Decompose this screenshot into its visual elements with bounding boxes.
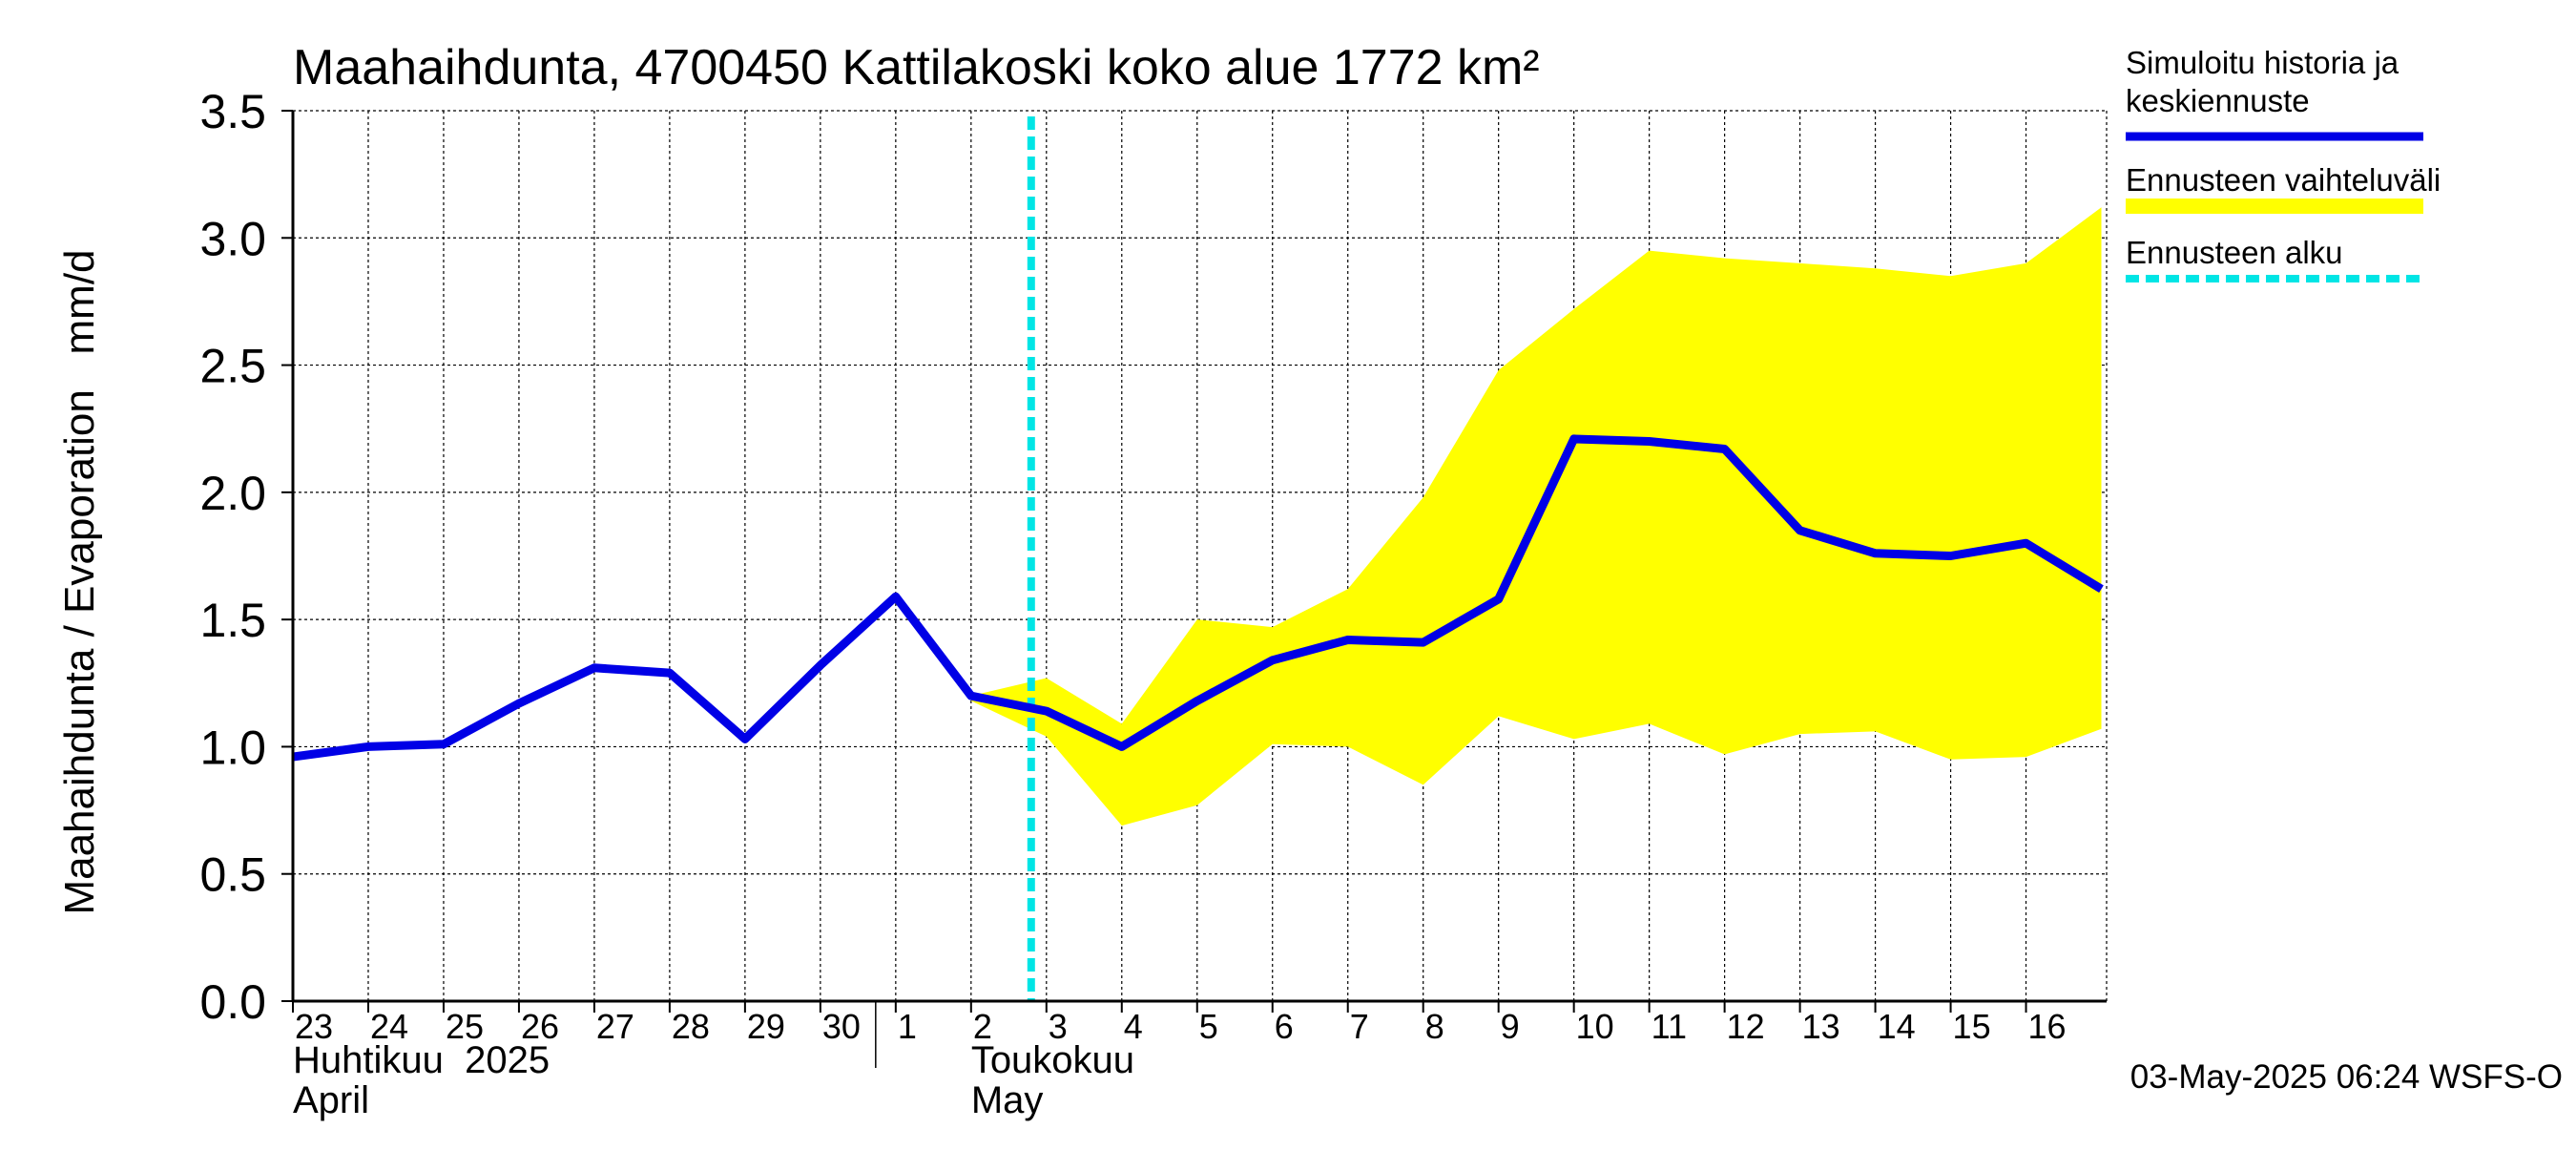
x-tick-label: 30 (822, 1007, 861, 1046)
x-tick-label: 6 (1275, 1007, 1294, 1046)
x-tick-label: 15 (1953, 1007, 1991, 1046)
x-tick-label: 9 (1501, 1007, 1520, 1046)
y-tick-label: 0.5 (199, 848, 266, 902)
x-tick-label: 10 (1576, 1007, 1614, 1046)
x-tick-label: 29 (747, 1007, 785, 1046)
x-tick-label: 8 (1425, 1007, 1444, 1046)
legend-label: Simuloitu historia ja (2126, 45, 2399, 80)
y-tick-label: 2.0 (199, 467, 266, 520)
x-tick-label: 1 (898, 1007, 917, 1046)
month-label-fi: Toukokuu (971, 1039, 1134, 1081)
y-tick-label: 1.0 (199, 721, 266, 774)
x-tick-label: 12 (1727, 1007, 1765, 1046)
y-tick-label: 1.5 (199, 594, 266, 647)
legend-label: keskiennuste (2126, 83, 2310, 118)
y-tick-label: 2.5 (199, 340, 266, 393)
legend-label: Ennusteen vaihteluväli (2126, 162, 2441, 198)
y-axis-label: Maahaihdunta / Evaporation mm/d (56, 249, 103, 914)
x-tick-label: 16 (2028, 1007, 2067, 1046)
legend-label: Ennusteen alku (2126, 235, 2343, 270)
chart-title: Maahaihdunta, 4700450 Kattilakoski koko … (293, 40, 1540, 95)
y-tick-label: 3.0 (199, 212, 266, 265)
x-tick-label: 7 (1350, 1007, 1369, 1046)
month-label-fi: Huhtikuu 2025 (293, 1039, 550, 1081)
month-label-en: April (293, 1079, 369, 1121)
month-label-en: May (971, 1079, 1044, 1121)
footer-timestamp: 03-May-2025 06:24 WSFS-O (2130, 1058, 2563, 1096)
x-tick-label: 28 (672, 1007, 710, 1046)
x-tick-label: 14 (1878, 1007, 1916, 1046)
x-tick-label: 13 (1802, 1007, 1840, 1046)
x-tick-label: 27 (596, 1007, 634, 1046)
y-tick-label: 3.5 (199, 85, 266, 138)
y-tick-label: 0.0 (199, 975, 266, 1029)
x-tick-label: 5 (1199, 1007, 1218, 1046)
x-tick-label: 11 (1652, 1007, 1687, 1046)
